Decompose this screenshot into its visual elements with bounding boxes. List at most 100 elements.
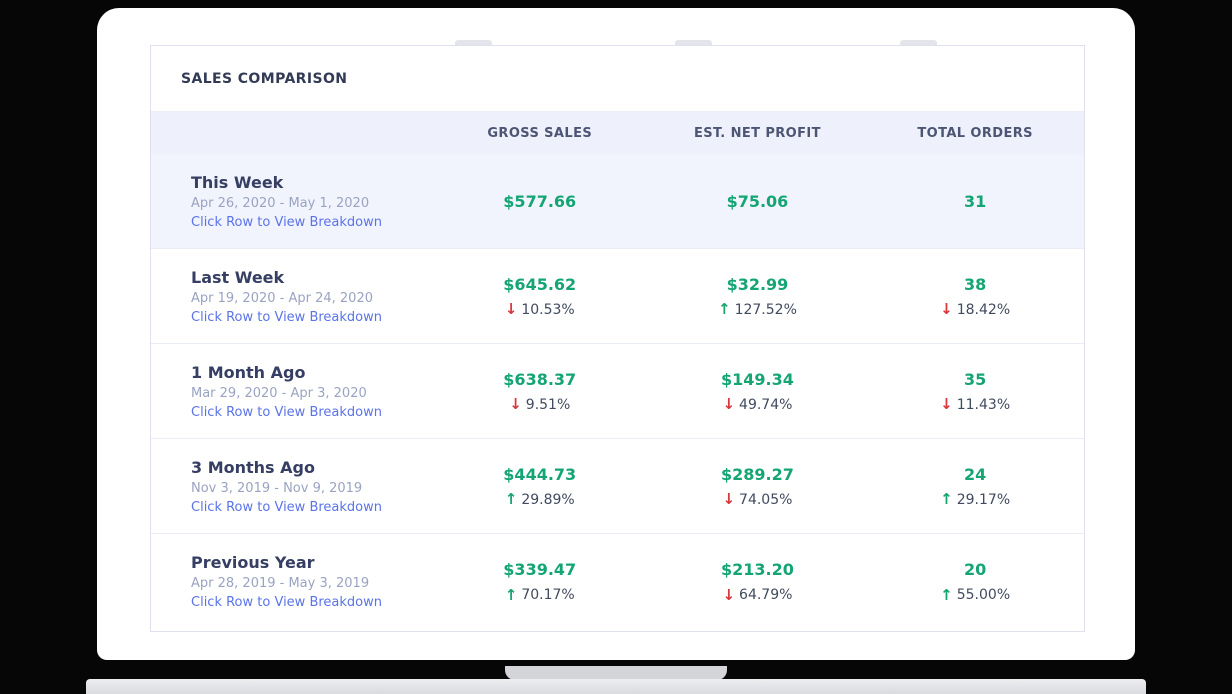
net-profit-cell: $149.34 ↓ 49.74%	[649, 344, 867, 438]
row-label-block: 1 Month Ago Mar 29, 2020 - Apr 3, 2020 C…	[151, 344, 431, 438]
table-row-one-month-ago[interactable]: 1 Month Ago Mar 29, 2020 - Apr 3, 2020 C…	[151, 344, 1084, 439]
arrow-up-icon: ↑	[504, 585, 518, 604]
clipped-top-element	[675, 40, 712, 46]
gross-sales-cell: $339.47 ↑ 70.17%	[431, 534, 649, 629]
gross-sales-change: ↑ 29.89%	[505, 492, 575, 508]
net-profit-value: $213.20	[721, 560, 794, 579]
net-profit-cell: $75.06	[649, 154, 867, 248]
breakdown-link[interactable]: Click Row to View Breakdown	[191, 595, 382, 610]
total-orders-change: ↑ 29.17%	[940, 492, 1010, 508]
row-label-block: Previous Year Apr 28, 2019 - May 3, 2019…	[151, 534, 431, 629]
net-profit-cell: $32.99 ↑ 127.52%	[649, 249, 867, 343]
gross-sales-cell: $645.62 ↓ 10.53%	[431, 249, 649, 343]
column-header-total-orders: TOTAL ORDERS	[917, 125, 1033, 141]
gross-sales-value: $339.47	[503, 560, 577, 579]
clipped-top-element	[455, 40, 492, 46]
card-title-bar: SALES COMPARISON	[151, 46, 1084, 112]
total-orders-value: 20	[964, 560, 987, 579]
change-percent: 49.74%	[739, 396, 793, 413]
table-row-three-months-ago[interactable]: 3 Months Ago Nov 3, 2019 - Nov 9, 2019 C…	[151, 439, 1084, 534]
arrow-down-icon: ↓	[940, 300, 953, 318]
row-label: 3 Months Ago	[191, 457, 315, 477]
clipped-top-element	[900, 40, 937, 46]
row-label: 1 Month Ago	[191, 362, 306, 382]
breakdown-link[interactable]: Click Row to View Breakdown	[191, 404, 382, 420]
change-percent: 18.42%	[956, 301, 1011, 318]
change-percent: 10.53%	[521, 301, 575, 318]
net-profit-value: $149.34	[721, 369, 794, 389]
row-date-range: Apr 28, 2019 - May 3, 2019	[191, 576, 370, 591]
laptop-hinge-notch	[505, 666, 727, 680]
arrow-down-icon: ↓	[504, 300, 518, 318]
row-label-block: Last Week Apr 19, 2020 - Apr 24, 2020 Cl…	[151, 249, 431, 343]
table-row-this-week[interactable]: This Week Apr 26, 2020 - May 1, 2020 Cli…	[151, 154, 1084, 249]
gross-sales-change: ↓ 9.51%	[509, 397, 570, 413]
sales-comparison-card: SALES COMPARISON GROSS SALES EST. NET PR…	[150, 45, 1085, 632]
gross-sales-cell: $638.37 ↓ 9.51%	[431, 344, 649, 438]
total-orders-cell: 31	[866, 154, 1084, 248]
arrow-down-icon: ↓	[722, 585, 736, 604]
table-row-last-week[interactable]: Last Week Apr 19, 2020 - Apr 24, 2020 Cl…	[151, 249, 1084, 344]
gross-sales-cell: $577.66	[431, 154, 649, 248]
total-orders-value: 31	[964, 191, 987, 211]
arrow-up-icon: ↑	[504, 490, 518, 508]
total-orders-value: 38	[964, 274, 987, 294]
net-profit-change: ↓ 74.05%	[722, 492, 792, 508]
change-percent: 64.79%	[739, 587, 793, 603]
change-percent: 29.89%	[521, 491, 575, 508]
change-percent: 9.51%	[525, 396, 571, 413]
row-label: Last Week	[191, 267, 285, 287]
change-percent: 55.00%	[956, 587, 1011, 603]
gross-sales-change: ↑ 70.17%	[505, 587, 575, 603]
card-title: SALES COMPARISON	[181, 70, 348, 87]
row-label: Previous Year	[191, 553, 315, 572]
total-orders-cell: 20 ↑ 55.00%	[866, 534, 1084, 629]
net-profit-cell: $213.20 ↓ 64.79%	[649, 534, 867, 629]
total-orders-cell: 38 ↓ 18.42%	[866, 249, 1084, 343]
arrow-down-icon: ↓	[509, 395, 522, 413]
gross-sales-change: ↓ 10.53%	[505, 302, 575, 318]
laptop-screen: SALES COMPARISON GROSS SALES EST. NET PR…	[97, 8, 1135, 660]
net-profit-change: ↓ 64.79%	[722, 587, 792, 603]
row-label-block: This Week Apr 26, 2020 - May 1, 2020 Cli…	[151, 154, 431, 248]
row-label: This Week	[191, 172, 284, 192]
net-profit-change: ↑ 127.52%	[718, 302, 797, 318]
gross-sales-value: $638.37	[503, 369, 577, 389]
arrow-down-icon: ↓	[940, 395, 953, 413]
total-orders-cell: 24 ↑ 29.17%	[866, 439, 1084, 533]
row-date-range: Apr 19, 2020 - Apr 24, 2020	[191, 290, 373, 306]
breakdown-link[interactable]: Click Row to View Breakdown	[191, 499, 382, 515]
arrow-up-icon: ↑	[940, 585, 953, 604]
row-date-range: Apr 26, 2020 - May 1, 2020	[191, 195, 370, 211]
net-profit-value: $289.27	[721, 464, 794, 484]
gross-sales-cell: $444.73 ↑ 29.89%	[431, 439, 649, 533]
breakdown-link[interactable]: Click Row to View Breakdown	[191, 309, 382, 325]
net-profit-change: ↓ 49.74%	[722, 397, 792, 413]
table-row-previous-year[interactable]: Previous Year Apr 28, 2019 - May 3, 2019…	[151, 534, 1084, 629]
change-percent: 70.17%	[521, 587, 575, 603]
total-orders-value: 24	[964, 464, 987, 484]
net-profit-cell: $289.27 ↓ 74.05%	[649, 439, 867, 533]
change-percent: 127.52%	[734, 301, 797, 318]
arrow-down-icon: ↓	[722, 395, 736, 413]
net-profit-value: $32.99	[726, 274, 789, 294]
gross-sales-value: $645.62	[503, 274, 577, 294]
laptop-base	[86, 679, 1146, 694]
row-date-range: Nov 3, 2019 - Nov 9, 2019	[191, 480, 363, 496]
total-orders-change: ↓ 11.43%	[940, 397, 1010, 413]
change-percent: 11.43%	[956, 396, 1011, 413]
gross-sales-value: $444.73	[503, 464, 577, 484]
breakdown-link[interactable]: Click Row to View Breakdown	[191, 214, 382, 230]
arrow-up-icon: ↑	[718, 300, 731, 318]
net-profit-value: $75.06	[726, 191, 789, 211]
arrow-down-icon: ↓	[722, 490, 736, 508]
total-orders-value: 35	[964, 369, 987, 389]
column-header-net-profit: EST. NET PROFIT	[693, 125, 821, 141]
row-label-block: 3 Months Ago Nov 3, 2019 - Nov 9, 2019 C…	[151, 439, 431, 533]
table-header: GROSS SALES EST. NET PROFIT TOTAL ORDERS	[151, 112, 1084, 154]
arrow-up-icon: ↑	[940, 490, 953, 508]
total-orders-cell: 35 ↓ 11.43%	[866, 344, 1084, 438]
change-percent: 74.05%	[739, 491, 793, 508]
gross-sales-value: $577.66	[503, 191, 577, 211]
row-date-range: Mar 29, 2020 - Apr 3, 2020	[191, 385, 367, 401]
